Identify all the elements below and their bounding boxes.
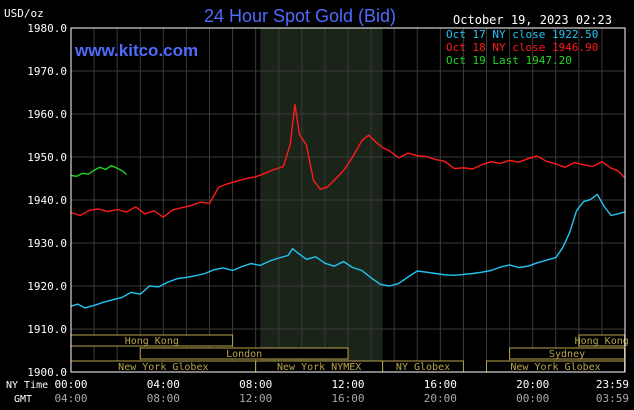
y-tick-label: 1920.0 <box>27 280 67 293</box>
x-tick-ny: 00:00 <box>54 378 87 391</box>
session-label: NY Globex <box>396 362 450 373</box>
session-label: Sydney <box>549 349 585 360</box>
x-tick-gmt: 20:00 <box>424 392 457 405</box>
session-label: New York NYMEX <box>277 362 361 373</box>
legend-entry-oct18: Oct 18 NY close 1946.90 <box>446 41 598 54</box>
legend-entry-oct17: Oct 17 NY close 1922.50 <box>446 28 598 41</box>
x-tick-ny: 20:00 <box>516 378 549 391</box>
kitco-watermark: www.kitco.com <box>74 41 198 60</box>
x-tick-gmt: 04:00 <box>54 392 87 405</box>
x-tick-ny: 12:00 <box>331 378 364 391</box>
chart-title: 24 Hour Spot Gold (Bid) <box>204 6 396 26</box>
x-tick-ny: 08:00 <box>239 378 272 391</box>
x-tick-gmt: 03:59 <box>596 392 629 405</box>
timestamp: October 19, 2023 02:23 <box>453 13 612 27</box>
y-tick-label: 1950.0 <box>27 151 67 164</box>
legend: Oct 17 NY close 1922.50 Oct 18 NY close … <box>446 28 598 67</box>
axes: 1980.0 1970.0 1960.0 1950.0 1940.0 1930.0 1920… <box>27 22 629 405</box>
x-tick-gmt: 16:00 <box>331 392 364 405</box>
session-box <box>139 347 349 360</box>
y-tick-label: 1960.0 <box>27 108 67 121</box>
x-tick-gmt: 12:00 <box>239 392 272 405</box>
price-series <box>70 103 626 309</box>
x-tick-gmt: 00:00 <box>516 392 549 405</box>
trading-sessions: Hong Kong Hong Kong London Sydney New York G… <box>70 334 629 373</box>
y-tick-label: 1930.0 <box>27 237 67 250</box>
legend-entry-oct19: Oct 19 Last 1947.20 <box>446 54 572 67</box>
y-unit-label: USD/oz <box>4 7 44 20</box>
x-tick-ny: 23:59 <box>596 378 629 391</box>
y-tick-label: 1980.0 <box>27 22 67 35</box>
session-label: London <box>226 349 262 360</box>
plot-frame <box>70 27 626 373</box>
series-line-0 <box>70 193 625 309</box>
series-line-2 <box>70 164 127 178</box>
session-label: Hong Kong <box>125 336 179 347</box>
session-label: New York Globex <box>510 362 600 373</box>
y-tick-label: 1900.0 <box>27 366 67 379</box>
x-tick-gmt: 08:00 <box>147 392 180 405</box>
gmt-row-label: GMT <box>14 394 32 405</box>
session-label: New York Globex <box>118 362 208 373</box>
x-tick-ny: 16:00 <box>424 378 457 391</box>
y-tick-label: 1910.0 <box>27 323 67 336</box>
y-tick-label: 1970.0 <box>27 65 67 78</box>
series-line-1 <box>70 103 626 218</box>
session-label: Hong Kong <box>575 336 629 347</box>
x-tick-ny: 04:00 <box>147 378 180 391</box>
y-tick-label: 1940.0 <box>27 194 67 207</box>
ny-time-row-label: NY Time <box>6 380 48 391</box>
